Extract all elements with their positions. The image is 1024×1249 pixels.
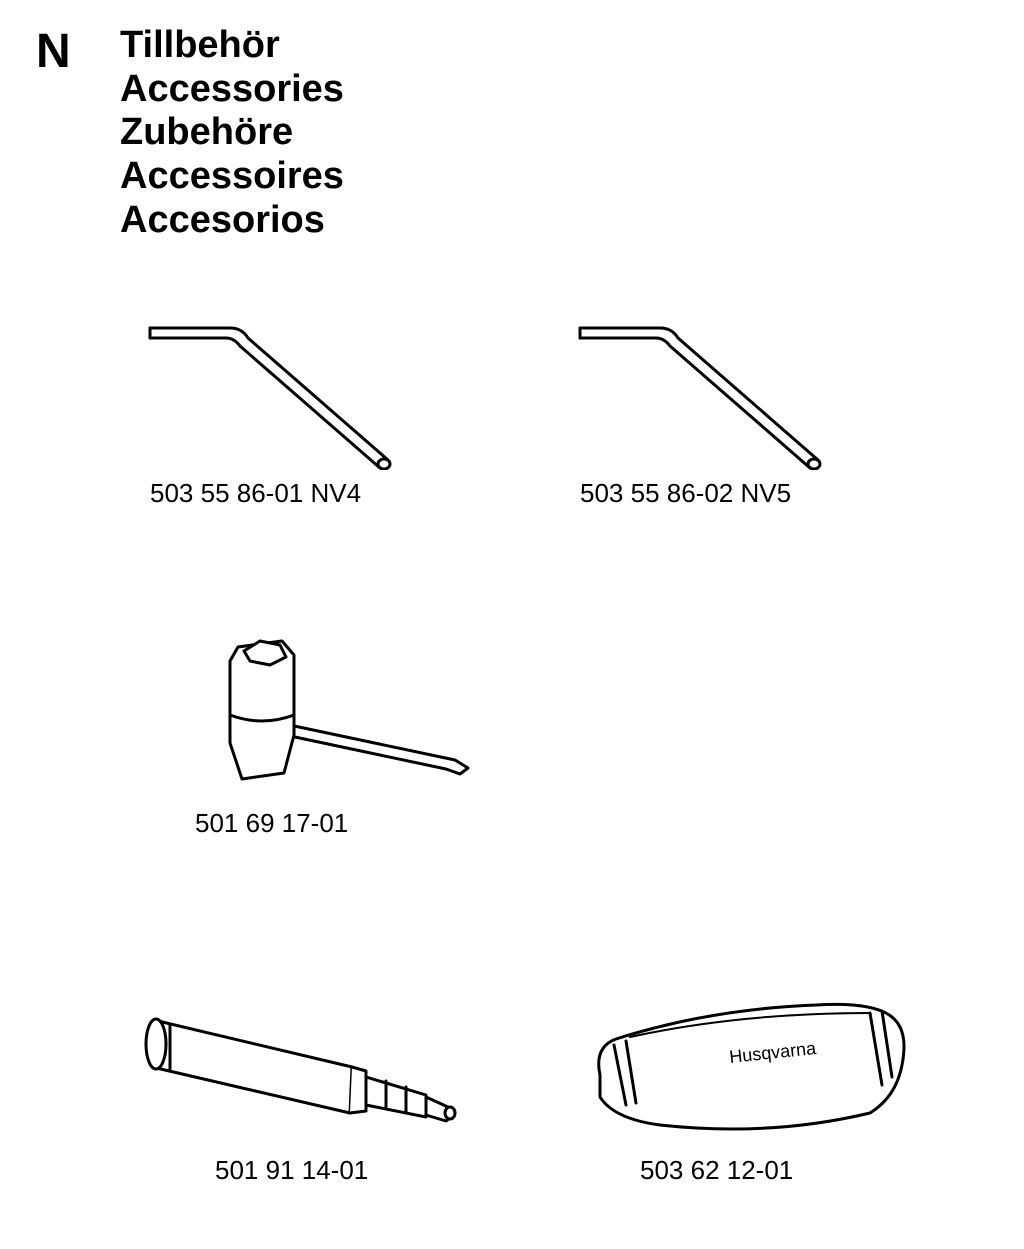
hex-key-nv4-label: 503 55 86-01 NV4 [150,478,361,509]
hex-key-nv5-icon [560,310,840,470]
title-es: Accesorios [120,199,344,243]
combi-tool-label: 501 69 17-01 [195,808,348,839]
grease-gun-label: 501 91 14-01 [215,1155,368,1186]
section-letter: N [36,24,71,79]
title-de: Zubehöre [120,111,344,155]
title-fr: Accessoires [120,155,344,199]
bar-cover-label: 503 62 12-01 [640,1155,793,1186]
hex-key-nv4-icon [130,310,410,470]
title-block: Tillbehör Accessories Zubehöre Accessoir… [120,24,344,242]
hex-key-nv5-label: 503 55 86-02 NV5 [580,478,791,509]
title-sv: Tillbehör [120,24,344,68]
bar-cover-icon: Husqvarna [570,985,920,1155]
combi-tool-icon [190,605,490,805]
grease-gun-icon [140,985,470,1155]
title-en: Accessories [120,68,344,112]
